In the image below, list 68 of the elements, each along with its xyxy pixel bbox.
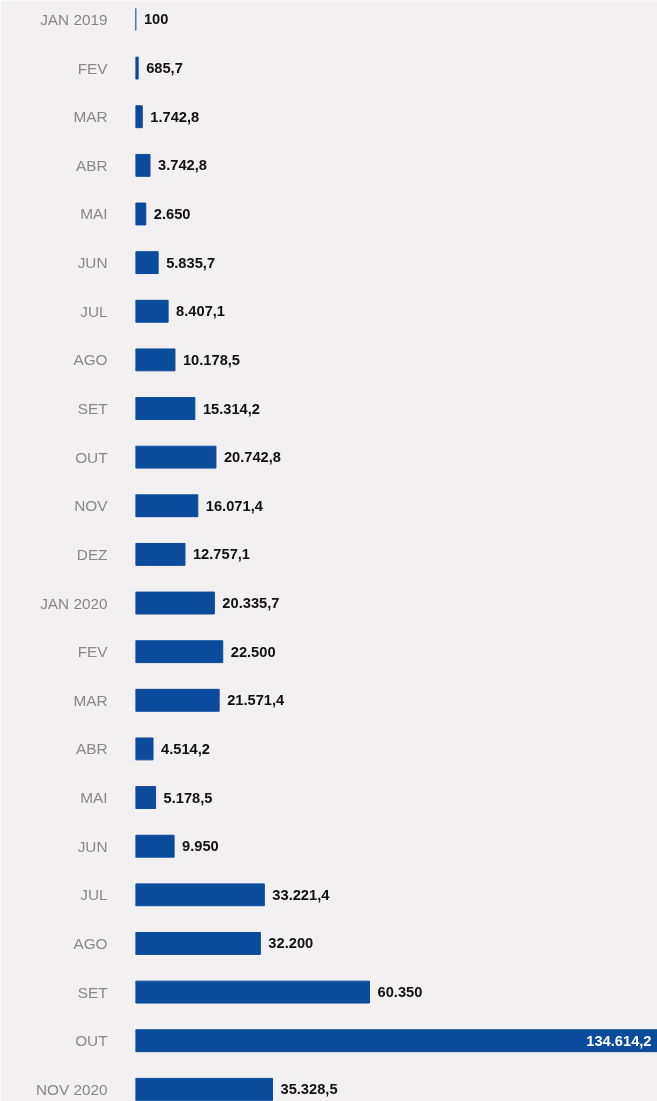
y-tick-label: OUT	[75, 1032, 109, 1050]
bar	[135, 786, 157, 809]
bar	[135, 737, 154, 761]
data-label: 20.742,8	[223, 449, 281, 466]
data-label: 15.314,2	[202, 400, 260, 417]
data-label: 5.835,7	[166, 254, 216, 271]
y-tick-label: JUN	[77, 254, 108, 272]
data-label: 134.614,2	[586, 1032, 652, 1049]
bar	[135, 56, 139, 80]
y-tick-label: MAR	[73, 108, 108, 126]
y-tick-label: SET	[77, 983, 109, 1001]
bar	[135, 591, 215, 615]
data-label: 8.407,1	[176, 303, 226, 320]
data-label: 16.071,4	[205, 497, 264, 514]
y-tick-label: JUL	[80, 302, 108, 320]
bar	[135, 202, 147, 226]
bar	[135, 445, 217, 469]
y-tick-label: AGO	[73, 934, 108, 952]
data-label: 10.178,5	[182, 351, 241, 368]
data-label: 21.571,4	[227, 692, 286, 709]
y-tick-label: ABR	[75, 740, 108, 758]
y-tick-label: JAN 2020	[40, 594, 108, 612]
y-tick-label: DEZ	[76, 545, 108, 563]
bar	[135, 640, 224, 664]
bar	[135, 932, 261, 955]
y-tick-label: OUT	[75, 448, 109, 466]
data-label: 32.200	[268, 935, 314, 952]
bar	[135, 834, 175, 858]
data-label: 685,7	[146, 60, 183, 77]
data-label: 33.221,4	[272, 886, 331, 903]
data-label: 9.950	[182, 838, 219, 855]
data-label: 20.335,7	[222, 595, 280, 612]
data-label: 100	[143, 11, 169, 28]
bar	[135, 251, 159, 275]
bar	[135, 348, 176, 372]
bar	[135, 1029, 657, 1053]
bar	[135, 299, 169, 323]
bar	[135, 980, 371, 1004]
bar	[135, 105, 143, 129]
bar	[135, 1077, 273, 1101]
y-tick-label: SET	[77, 400, 109, 418]
y-tick-label: MAI	[80, 789, 108, 807]
bar	[135, 494, 199, 518]
y-tick-label: NOV	[74, 497, 109, 515]
data-label: 12.757,1	[192, 546, 251, 563]
y-tick-label: AGO	[73, 351, 108, 369]
y-tick-label: JUN	[77, 837, 108, 855]
data-label: 1.742,8	[150, 108, 200, 125]
data-label: 35.328,5	[280, 1081, 338, 1098]
y-tick-label: JUL	[80, 886, 108, 904]
bar	[135, 397, 196, 420]
data-label: 60.350	[377, 984, 423, 1001]
y-tick-label: ABR	[75, 156, 108, 174]
data-label: 3.742,8	[158, 157, 207, 174]
bar	[135, 153, 151, 177]
data-label: 2.650	[153, 205, 191, 222]
y-tick-label: FEV	[77, 59, 109, 77]
data-label: 4.514,2	[161, 740, 210, 757]
data-label: 22.500	[230, 643, 276, 660]
data-label: 5.178,5	[163, 789, 213, 806]
bar	[135, 688, 220, 712]
bar	[135, 883, 265, 907]
y-tick-label: JAN 2019	[40, 10, 108, 28]
y-tick-label: MAR	[73, 691, 108, 709]
y-tick-label: NOV 2020	[35, 1080, 108, 1098]
bar	[135, 542, 186, 566]
y-tick-label: FEV	[77, 643, 109, 661]
y-tick-label: MAI	[80, 205, 108, 223]
